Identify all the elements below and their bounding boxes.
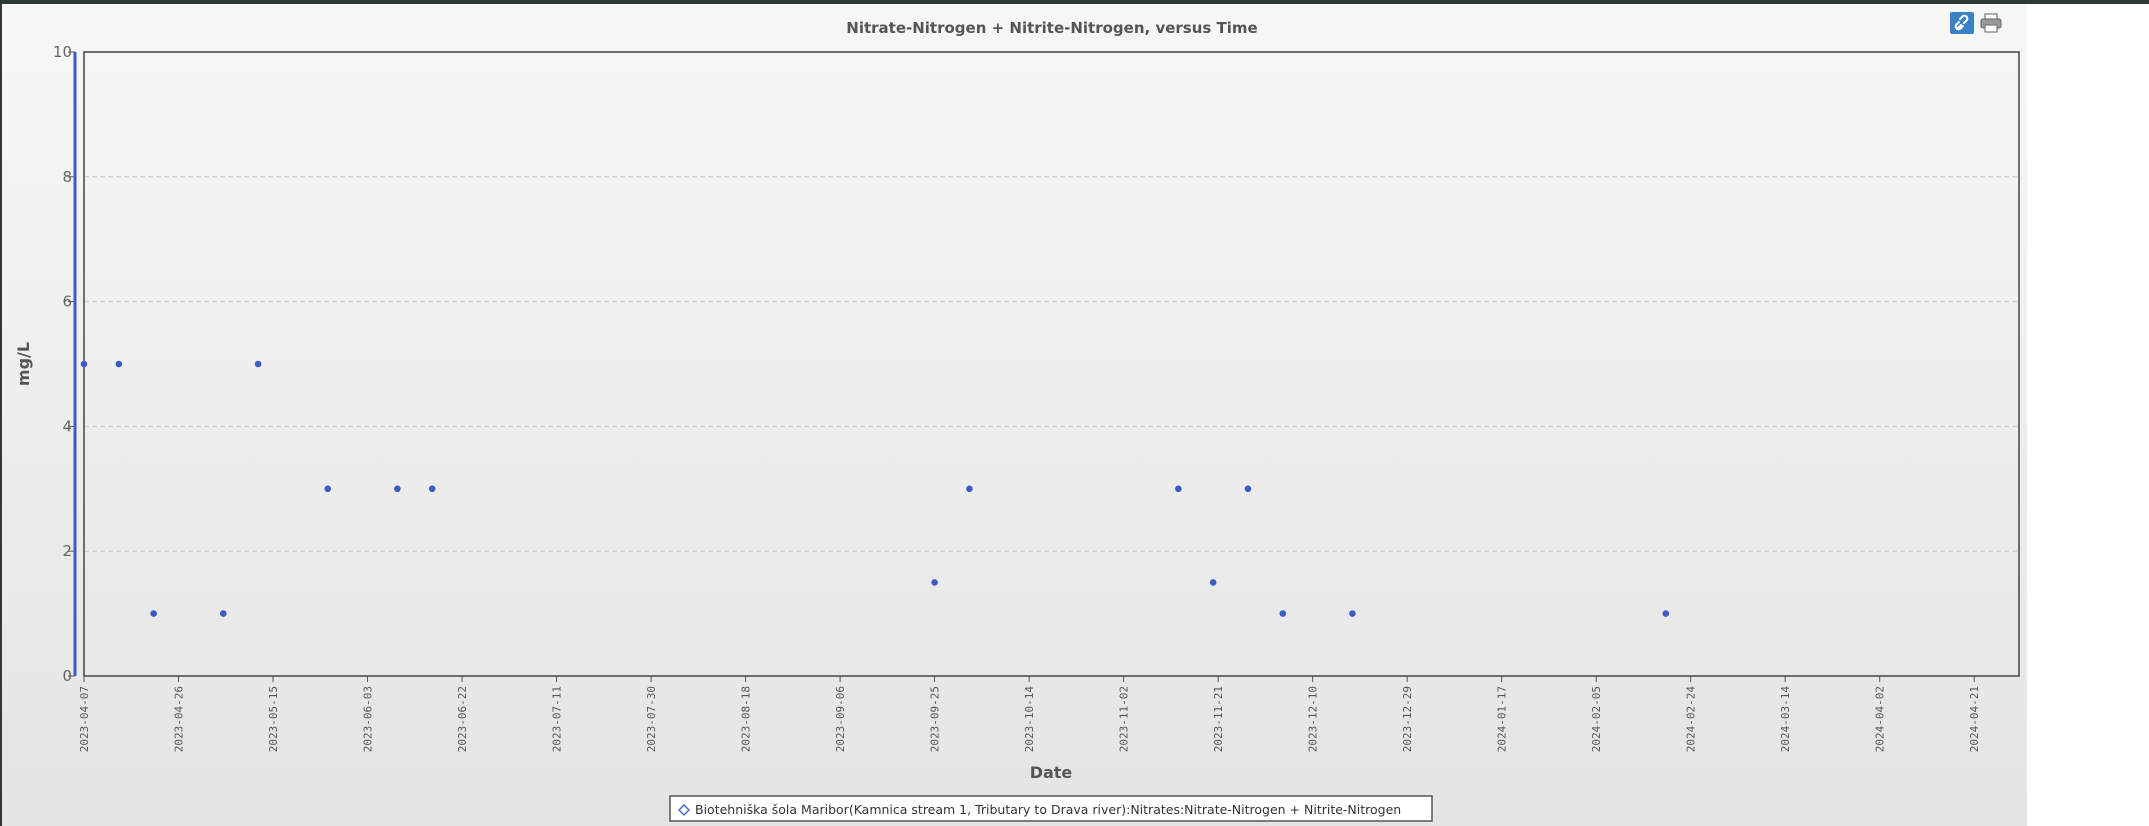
legend-box — [669, 795, 1433, 822]
x-tick-label: 2023-04-07 — [78, 686, 91, 752]
data-point[interactable] — [1244, 485, 1252, 493]
x-tick-label: 2024-04-02 — [1874, 686, 1887, 752]
chart-toolbar — [1950, 12, 2002, 34]
x-tick-label: 2023-12-10 — [1307, 686, 1320, 752]
chart-title: Nitrate-Nitrogen + Nitrite-Nitrogen, ver… — [846, 19, 1257, 37]
data-point[interactable] — [219, 610, 227, 617]
data-point[interactable] — [931, 579, 938, 586]
data-point[interactable] — [150, 610, 157, 617]
x-tick-label: 2023-05-15 — [267, 686, 280, 752]
window-frame-top — [0, 0, 2149, 4]
data-point[interactable] — [324, 485, 332, 493]
x-tick-label: 2023-08-18 — [740, 686, 753, 752]
window-frame-left — [0, 0, 2, 826]
data-point[interactable] — [254, 360, 262, 368]
x-tick-label: 2024-03-14 — [1779, 686, 1792, 753]
x-axis-ticks: 2023-04-07 2023-04-26 2023-05-15 2023-06-03… — [78, 676, 1981, 752]
data-point[interactable] — [966, 485, 973, 493]
x-tick-label: 2023-06-22 — [456, 686, 469, 752]
chart-canvas: Nitrate-Nitrogen + Nitrite-Nitrogen, ver… — [14, 12, 2020, 822]
y-tick-label: 0 — [62, 667, 72, 685]
x-tick-label: 2023-06-03 — [362, 686, 375, 752]
grid-lines — [84, 176, 2019, 552]
legend-series-label: Biotehniška šola Maribor(Kamnica stream … — [695, 802, 1401, 817]
x-tick-label: 2024-04-21 — [1968, 686, 1981, 752]
data-point[interactable] — [80, 360, 88, 368]
x-tick-label: 2023-09-25 — [929, 686, 942, 752]
data-points — [80, 360, 1670, 617]
x-tick-label: 2023-11-02 — [1118, 686, 1131, 752]
y-tick-label: 4 — [62, 417, 72, 435]
data-point[interactable] — [1279, 610, 1287, 617]
data-point[interactable] — [1662, 610, 1670, 617]
data-point[interactable] — [1209, 579, 1217, 586]
x-tick-label: 2024-01-17 — [1496, 686, 1509, 752]
print-button[interactable] — [1980, 13, 2002, 33]
y-tick-label: 2 — [62, 542, 72, 560]
x-tick-label: 2023-10-14 — [1023, 686, 1036, 753]
x-tick-label: 2023-12-29 — [1401, 686, 1414, 752]
x-axis-label: Date — [1030, 763, 1073, 782]
x-tick-label: 2023-07-30 — [645, 686, 658, 752]
y-axis-ticks: 0 2 4 6 8 10 — [53, 43, 75, 685]
data-point[interactable] — [1349, 610, 1356, 617]
data-point[interactable] — [1175, 485, 1182, 493]
x-tick-label: 2024-02-05 — [1590, 686, 1603, 752]
chart-panel: Nitrate-Nitrogen + Nitrite-Nitrogen, ver… — [2, 4, 2027, 826]
plot-area-border — [83, 51, 2020, 677]
chart-legend[interactable]: Biotehniška šola Maribor(Kamnica stream … — [669, 795, 1433, 822]
x-tick-label: 2023-11-21 — [1212, 686, 1225, 752]
y-tick-label: 6 — [62, 293, 72, 311]
print-icon — [1980, 13, 2002, 33]
x-tick-label: 2023-07-11 — [551, 686, 564, 752]
x-tick-label: 2023-04-26 — [173, 686, 186, 752]
y-axis-label: mg/L — [14, 342, 33, 386]
x-tick-label: 2023-09-06 — [834, 686, 847, 752]
link-icon — [1954, 14, 1969, 31]
y-tick-label: 8 — [62, 168, 72, 186]
y-tick-label: 10 — [53, 43, 72, 61]
legend-marker-diamond — [678, 804, 690, 816]
link-button[interactable] — [1950, 12, 1974, 34]
data-point[interactable] — [115, 360, 123, 368]
x-tick-label: 2024-02-24 — [1685, 686, 1698, 753]
data-point[interactable] — [428, 485, 436, 493]
link-button-bg — [1950, 12, 1974, 34]
data-point[interactable] — [394, 485, 401, 493]
